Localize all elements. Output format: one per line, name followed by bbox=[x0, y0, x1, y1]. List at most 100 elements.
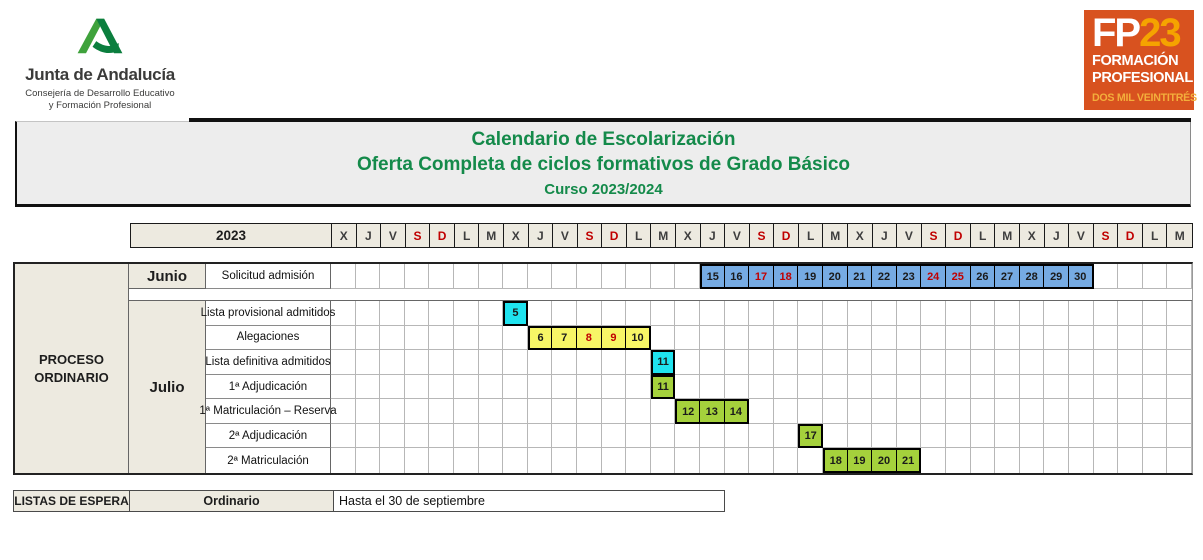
weekday-letter: X bbox=[504, 224, 529, 247]
day-cell bbox=[1093, 325, 1119, 351]
day-cell bbox=[995, 325, 1020, 351]
row-label: 2ª Adjudicación bbox=[206, 423, 331, 449]
day-cell bbox=[404, 350, 430, 375]
day-cell bbox=[1167, 264, 1192, 289]
day-cell bbox=[577, 399, 602, 424]
day-cell bbox=[872, 301, 897, 326]
listas-title: LISTAS DE ESPERA bbox=[14, 491, 130, 511]
listas-de-espera-row: LISTAS DE ESPERA Ordinario Hasta el 30 d… bbox=[13, 490, 725, 512]
day-cell bbox=[355, 374, 381, 400]
row-label: Solicitud admisión bbox=[206, 264, 331, 289]
day-cell bbox=[601, 399, 627, 424]
day-cell bbox=[970, 399, 996, 424]
day-cell bbox=[1044, 325, 1069, 351]
day-cell bbox=[626, 374, 651, 400]
day-cell bbox=[921, 399, 946, 424]
day-cell bbox=[331, 423, 356, 449]
day-cell bbox=[798, 448, 823, 474]
day-cell bbox=[552, 448, 577, 474]
highlighted-day-cell: 12 bbox=[675, 399, 700, 424]
day-cell bbox=[1118, 399, 1143, 424]
junta-subtitle: Consejería de Desarrollo Educativo y For… bbox=[25, 88, 175, 112]
title-block: Calendario de Escolarización Oferta Comp… bbox=[15, 118, 1191, 207]
fp23-logo: FP23 FORMACIÓN PROFESIONAL DOS MIL VEINT… bbox=[1084, 10, 1197, 110]
day-cell bbox=[1044, 350, 1069, 375]
day-cell bbox=[552, 423, 577, 449]
day-cell bbox=[724, 350, 750, 375]
day-cell bbox=[528, 448, 553, 474]
julio-rows: Lista provisional admitidos 5 Alegacione… bbox=[199, 301, 1192, 474]
day-cell bbox=[1093, 264, 1119, 289]
day-cell bbox=[700, 301, 725, 326]
day-cell bbox=[1118, 264, 1143, 289]
day-cell bbox=[503, 350, 528, 375]
day-cell bbox=[429, 301, 454, 326]
process-line2: ORDINARIO bbox=[34, 369, 109, 385]
day-cell bbox=[1019, 325, 1045, 351]
weekday-letter: S bbox=[1094, 224, 1119, 247]
day-cell bbox=[1118, 448, 1143, 474]
day-cell bbox=[1143, 448, 1168, 474]
day-cell bbox=[626, 301, 651, 326]
day-cell bbox=[454, 448, 479, 474]
day-cell bbox=[626, 423, 651, 449]
highlighted-day-cell: 18 bbox=[773, 264, 799, 289]
row-2a-adjudicacion: 2ª Adjudicación 17 bbox=[206, 423, 1192, 449]
day-cell bbox=[798, 399, 823, 424]
day-cell bbox=[577, 350, 602, 375]
day-cell bbox=[454, 399, 479, 424]
title-line3: Curso 2023/2024 bbox=[544, 181, 663, 199]
day-cell bbox=[1118, 423, 1143, 449]
weekday-letter: M bbox=[479, 224, 504, 247]
day-cell bbox=[798, 374, 823, 400]
row-label: Alegaciones bbox=[206, 325, 331, 351]
day-cell bbox=[503, 264, 528, 289]
day-cell bbox=[527, 264, 553, 289]
day-cell bbox=[650, 325, 676, 351]
day-cell bbox=[971, 448, 996, 474]
day-cell bbox=[380, 350, 405, 375]
day-cell bbox=[478, 374, 504, 400]
day-cell bbox=[626, 399, 651, 424]
fp23-year-text: 23 bbox=[1139, 11, 1181, 55]
day-cell bbox=[1044, 301, 1069, 326]
highlighted-day-cell: 17 bbox=[749, 264, 774, 289]
day-cell bbox=[503, 325, 528, 351]
day-cell bbox=[700, 448, 725, 474]
weekday-letter: S bbox=[750, 224, 775, 247]
junta-subtitle-line2: y Formación Profesional bbox=[48, 99, 152, 111]
day-cell bbox=[478, 350, 504, 375]
day-cell bbox=[1019, 374, 1045, 400]
day-cell bbox=[331, 301, 356, 326]
fp23-formacion-text: FORMACIÓN bbox=[1092, 52, 1179, 69]
day-cell bbox=[355, 301, 381, 326]
weekday-letter: L bbox=[455, 224, 480, 247]
day-cell bbox=[896, 374, 922, 400]
listas-value: Hasta el 30 de septiembre bbox=[334, 491, 724, 511]
day-cell bbox=[552, 301, 577, 326]
day-cell bbox=[725, 448, 750, 474]
day-cell bbox=[602, 448, 627, 474]
day-cell bbox=[724, 423, 750, 449]
day-cell bbox=[724, 325, 750, 351]
day-cell bbox=[601, 264, 627, 289]
day-cell bbox=[675, 325, 700, 351]
day-cell bbox=[946, 374, 971, 400]
day-cell bbox=[1118, 325, 1143, 351]
highlighted-day-cell: 25 bbox=[946, 264, 971, 289]
day-cell bbox=[921, 350, 946, 375]
day-cell bbox=[626, 350, 651, 375]
day-cell bbox=[380, 301, 405, 326]
day-cell bbox=[1142, 325, 1168, 351]
highlighted-day-cell: 28 bbox=[1019, 264, 1045, 289]
day-cell bbox=[1118, 374, 1143, 400]
day-cell bbox=[527, 423, 553, 449]
day-cell bbox=[872, 423, 897, 449]
weekday-letter: M bbox=[651, 224, 676, 247]
days-grid: 17 bbox=[331, 423, 1192, 449]
day-cell bbox=[601, 350, 627, 375]
weekday-letter: S bbox=[578, 224, 603, 247]
day-cell bbox=[1044, 448, 1069, 474]
day-cell bbox=[1167, 399, 1192, 424]
day-cell bbox=[331, 350, 356, 375]
